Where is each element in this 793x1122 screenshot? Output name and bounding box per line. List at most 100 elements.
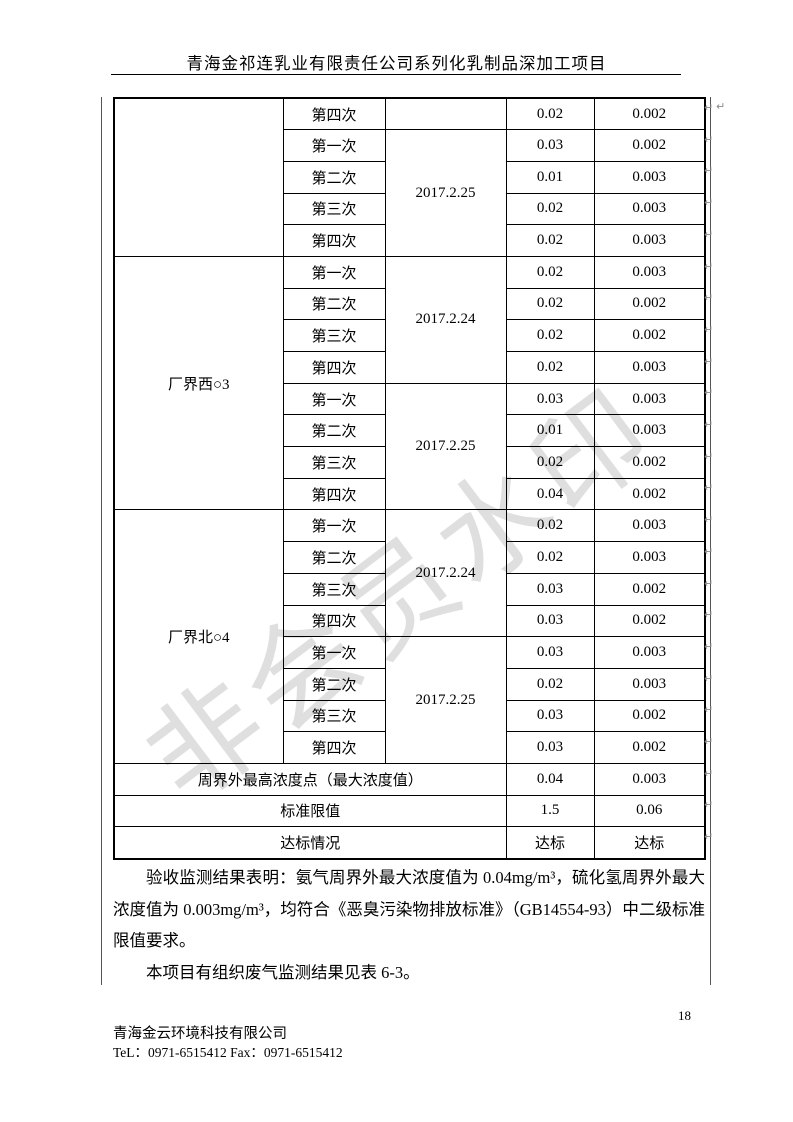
cell-ammonia-value: 0.02	[505, 541, 595, 574]
cell-sample-sequence: 第一次	[282, 255, 386, 289]
cell-ammonia-value: 0.03	[505, 572, 595, 606]
summary-row: 达标情况 达标 达标	[113, 826, 706, 859]
cell-hydrogen-sulfide-value: 0.002	[593, 699, 706, 733]
table-row: 第一次 2017.2.25 0.03 0.003	[114, 382, 706, 511]
cell-hydrogen-sulfide-value: 0.002	[593, 129, 706, 162]
cell-hydrogen-sulfide-value: 0.002	[593, 319, 706, 352]
cell-ammonia-value: 0.01	[505, 160, 595, 194]
cell-ammonia-value: 0.02	[505, 224, 595, 257]
return-mark: ↵	[704, 735, 714, 748]
return-mark: ↵	[704, 354, 714, 368]
reference-paragraph: 本项目有组织废气监测结果见表 6-3。	[146, 962, 420, 982]
table-row: 第二次 0.02 0.003	[114, 541, 706, 574]
cell-monitoring-site	[113, 97, 284, 257]
cell-summary-label: 周界外最高浓度点（最大浓度值）	[113, 762, 507, 796]
cell-sample-sequence: 第四次	[282, 477, 386, 511]
return-mark: ↵	[704, 291, 714, 305]
cell-sample-sequence: 第四次	[282, 224, 386, 257]
cell-hydrogen-sulfide-value: 0.003	[593, 160, 706, 194]
return-mark: ↵	[704, 766, 714, 780]
return-mark: ↵	[716, 100, 726, 113]
cell-ammonia-value: 0.02	[505, 667, 595, 701]
return-mark: ↵	[704, 132, 714, 146]
cell-ammonia-value: 0.02	[505, 319, 595, 352]
table-row: 第三次 0.03 0.002	[114, 572, 706, 606]
outer-table-right-border	[710, 97, 711, 985]
cell-hydrogen-sulfide-value: 0.003	[593, 667, 706, 701]
return-mark: ↵	[704, 608, 714, 622]
return-mark: ↵	[704, 703, 714, 717]
cell-sample-sequence: 第一次	[282, 636, 386, 669]
return-mark: ↵	[704, 386, 714, 400]
cell-ammonia-value: 0.02	[505, 446, 595, 479]
cell-ammonia-value: 0.03	[505, 699, 595, 733]
cell-sampling-date: 2017.2.25	[384, 636, 507, 764]
conclusion-paragraph: 验收监测结果表明：氨气周界外最大浓度值为 0.04mg/m³，硫化氢周界外最大浓…	[113, 868, 705, 950]
cell-ammonia-value: 0.02	[505, 509, 595, 543]
cell-sample-sequence: 第四次	[282, 351, 386, 384]
cell-hydrogen-sulfide-value: 0.003	[593, 509, 706, 543]
table-row: 第一次 2017.2.25 0.03 0.003	[114, 636, 706, 764]
return-mark: ↵	[704, 481, 714, 495]
cell-hydrogen-sulfide-value: 0.003	[593, 224, 706, 257]
cell-hydrogen-sulfide-value: 0.002	[593, 446, 706, 479]
return-mark: ↵	[704, 576, 714, 590]
cell-sample-sequence: 第三次	[282, 572, 386, 606]
return-mark: ↵	[704, 671, 714, 685]
cell-ammonia-value: 0.04	[505, 477, 595, 511]
return-mark: ↵	[704, 830, 714, 844]
return-mark: ↵	[704, 544, 714, 558]
cell-hydrogen-sulfide-value: 0.002	[593, 572, 706, 606]
cell-ammonia-value: 0.03	[505, 129, 595, 162]
table-row: 第二次 0.02 0.003	[114, 667, 706, 701]
cell-sampling-date: 2017.2.25	[384, 382, 507, 511]
cell-hydrogen-sulfide-value: 0.003	[593, 255, 706, 289]
cell-hydrogen-sulfide-value: 0.06	[593, 794, 706, 828]
return-mark: ↵	[704, 196, 714, 210]
table-row: 第二次 0.02 0.002	[114, 287, 706, 321]
footer-contact-info: TeL：0971-6515412 Fax：0971-6515412	[113, 1045, 343, 1060]
monitoring-results-table: 第四次 0.02 0.002 第一次 2017.2.25 0.03 0.002 第二次 0.01…	[113, 97, 706, 860]
table-row: 第一次 2017.2.25 0.03 0.002	[114, 129, 706, 257]
cell-ammonia-value: 1.5	[505, 794, 595, 828]
cell-sample-sequence: 第二次	[282, 160, 386, 194]
return-mark: ↵	[704, 449, 714, 463]
body-text: 验收监测结果表明：氨气周界外最大浓度值为 0.04mg/m³，硫化氢周界外最大浓…	[113, 862, 705, 988]
cell-sample-sequence: 第四次	[282, 604, 386, 638]
cell-hydrogen-sulfide-value: 0.003	[593, 541, 706, 574]
cell-hydrogen-sulfide-value: 0.003	[593, 382, 706, 416]
return-mark: ↵	[704, 418, 714, 431]
cell-ammonia-value: 0.04	[505, 762, 595, 796]
return-mark: ↵	[704, 227, 714, 241]
return-mark: ↵	[704, 639, 714, 653]
cell-summary-label: 达标情况	[113, 826, 507, 859]
monitoring-results-table-wrap: 第四次 0.02 0.002 第一次 2017.2.25 0.03 0.002 第二次 0.01…	[113, 97, 706, 860]
cell-sample-sequence: 第二次	[282, 414, 386, 448]
cell-ammonia-value: 0.03	[505, 382, 595, 416]
cell-sampling-date: 2017.2.24	[384, 509, 507, 638]
cell-sampling-date: 2017.2.25	[384, 129, 507, 257]
cell-hydrogen-sulfide-value: 0.002	[593, 604, 706, 638]
cell-monitoring-site: 厂界西○3	[113, 255, 284, 511]
cell-hydrogen-sulfide-value: 0.002	[593, 287, 706, 321]
cell-ammonia-value: 0.03	[505, 604, 595, 638]
cell-sample-sequence: 第二次	[282, 541, 386, 574]
table-row: 第二次 0.01 0.003	[114, 160, 706, 194]
header-rule	[111, 74, 681, 75]
footer-company-name: 青海金云环境科技有限公司	[113, 1026, 287, 1042]
cell-sample-sequence: 第一次	[282, 509, 386, 543]
cell-sample-sequence: 第二次	[282, 667, 386, 701]
return-mark: ↵	[704, 101, 714, 114]
cell-ammonia-value: 0.02	[505, 97, 595, 131]
outer-table-left-border	[101, 97, 102, 985]
cell-ammonia-value: 达标	[505, 826, 595, 859]
table-row: 第四次 0.02 0.003	[114, 351, 706, 384]
cell-ammonia-value: 0.03	[505, 636, 595, 669]
cell-sample-sequence: 第三次	[282, 699, 386, 733]
summary-row: 周界外最高浓度点（最大浓度值） 0.04 0.003	[113, 762, 706, 796]
cell-summary-label: 标准限值	[113, 794, 507, 828]
summary-row: 标准限值 1.5 0.06	[113, 794, 706, 828]
table-row: 厂界北○4 第一次 2017.2.24 0.02 0.003	[113, 509, 706, 764]
cell-sample-sequence: 第二次	[282, 287, 386, 321]
